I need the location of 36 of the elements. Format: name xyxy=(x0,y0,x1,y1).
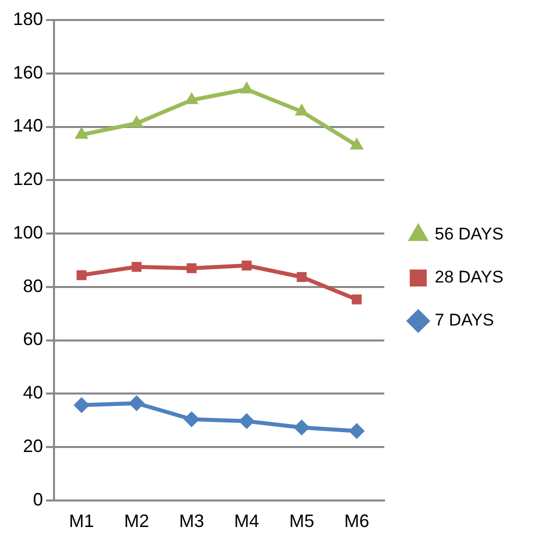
x-tick-label: M4 xyxy=(234,511,260,532)
x-tick-label: M6 xyxy=(344,511,370,532)
point xyxy=(242,260,252,270)
x-tick-label: M5 xyxy=(289,511,314,532)
y-tick-label: 20 xyxy=(23,436,44,456)
point xyxy=(350,137,364,150)
y-tick-label: 120 xyxy=(12,169,44,190)
point xyxy=(74,126,88,139)
point xyxy=(296,272,307,282)
y-tick-label: 40 xyxy=(23,382,44,403)
y-tick-label: 100 xyxy=(12,222,44,242)
point xyxy=(128,395,145,412)
y-tick-label: 180 xyxy=(12,8,44,29)
point xyxy=(186,263,197,274)
point xyxy=(238,413,255,430)
point xyxy=(76,270,86,280)
point xyxy=(294,104,309,116)
x-tick-label: M2 xyxy=(124,511,150,532)
point xyxy=(352,294,362,304)
y-tick-label: 80 xyxy=(23,276,44,296)
y-tick-label: 60 xyxy=(23,329,44,350)
legend-label: 28 DAYS xyxy=(434,268,504,287)
y-tick-label: 0 xyxy=(33,489,44,510)
point xyxy=(74,397,90,414)
point xyxy=(348,423,365,440)
legend-label: 56 DAYS xyxy=(434,224,504,244)
x-tick-label: M3 xyxy=(179,511,204,532)
x-tick-label: M1 xyxy=(69,511,94,532)
point xyxy=(184,92,199,104)
y-tick-label: 160 xyxy=(12,62,44,82)
point xyxy=(132,262,142,272)
point xyxy=(130,115,144,128)
point xyxy=(294,420,310,436)
point xyxy=(184,411,200,428)
legend-label: 7 DAYS xyxy=(434,310,494,330)
y-tick-label: 140 xyxy=(12,116,44,136)
